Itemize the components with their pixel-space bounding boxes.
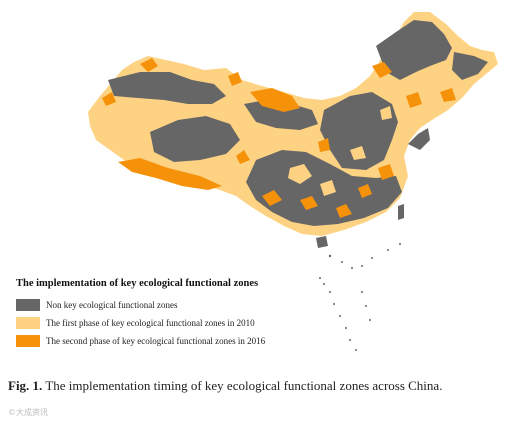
legend-item-second-phase: The second phase of key ecological funct… [16, 333, 316, 349]
china-ecological-zones-map [88, 12, 498, 269]
caption-figure-label: Fig. 1. [8, 378, 43, 393]
island-marks [316, 204, 404, 269]
legend-item-non-key: Non key ecological functional zones [16, 297, 316, 313]
legend-title: The implementation of key ecological fun… [16, 278, 259, 289]
legend-label-non-key: Non key ecological functional zones [46, 300, 178, 310]
legend-swatch-non-key [16, 299, 40, 311]
figure-caption: Fig. 1. The implementation timing of key… [8, 378, 508, 394]
second-phase-zones [102, 58, 456, 218]
map-legend: The implementation of key ecological fun… [16, 278, 316, 351]
south-china-sea-inset [319, 277, 371, 351]
legend-swatch-first-phase [16, 317, 40, 329]
legend-item-first-phase: The first phase of key ecological functi… [16, 315, 316, 331]
watermark: ©大成资讯 [8, 408, 48, 417]
legend-swatch-second-phase [16, 335, 40, 347]
caption-text: The implementation timing of key ecologi… [45, 378, 443, 393]
first-phase-patches [288, 106, 392, 196]
legend-label-second-phase: The second phase of key ecological funct… [46, 336, 266, 346]
legend-label-first-phase: The first phase of key ecological functi… [46, 318, 255, 328]
